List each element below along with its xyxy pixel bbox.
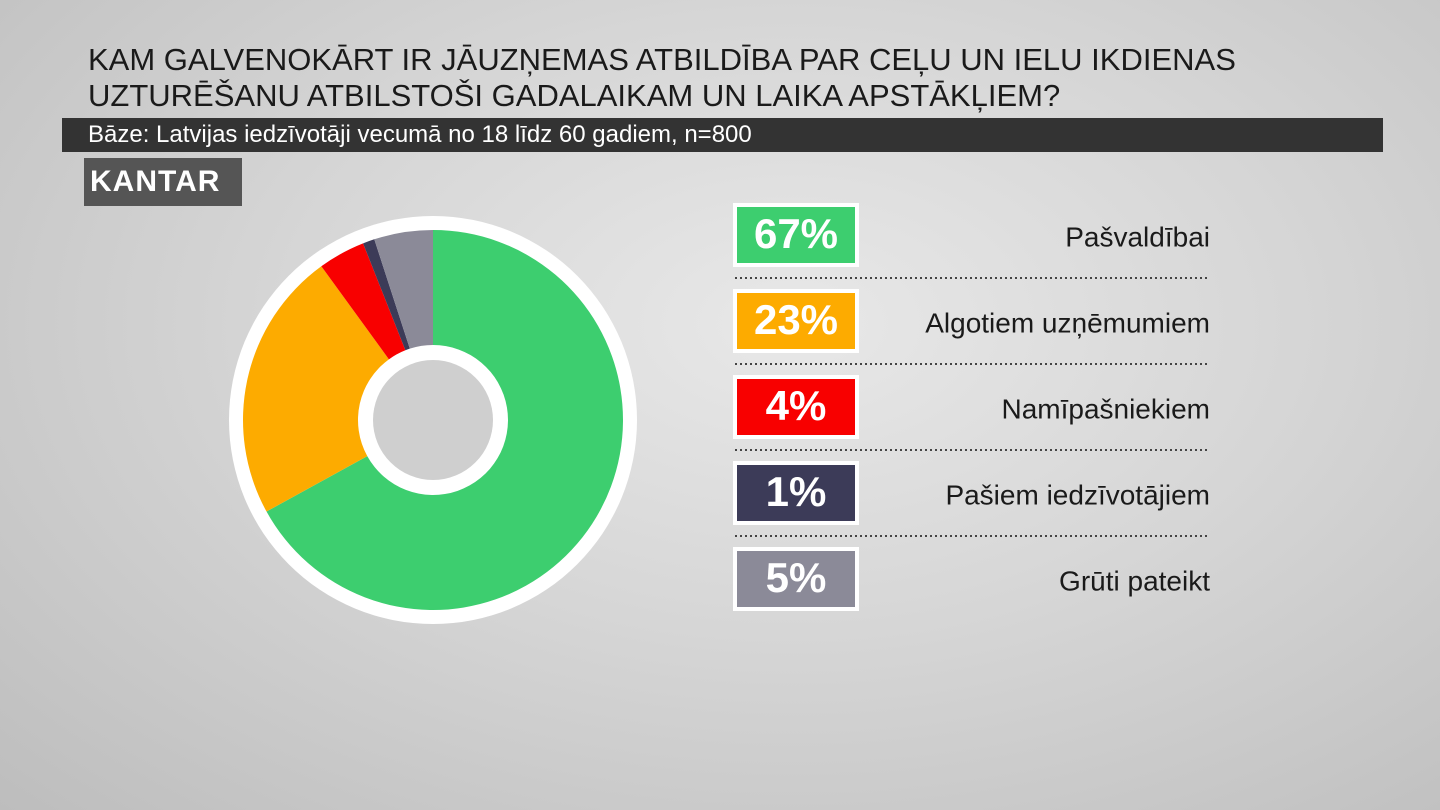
legend-box (733, 289, 859, 353)
pie-slice (374, 230, 433, 349)
legend-label: Pašvaldībai (1065, 221, 1210, 252)
value-label: 5% (766, 554, 827, 601)
donut-hole (373, 360, 493, 480)
legend-label: Namīpašniekiem (1001, 393, 1210, 424)
legend-box (733, 461, 859, 525)
chart-subtitle: Bāze: Latvijas iedzīvotāji vecumā no 18 … (62, 118, 1383, 152)
pie-slice (243, 266, 389, 512)
value-label: 1% (766, 468, 827, 515)
legend-label: Algotiem uzņēmumiem (925, 307, 1210, 338)
value-label: 23% (754, 296, 838, 343)
pie-slice (321, 243, 406, 360)
legend-label: Pašiem iedzīvotājiem (945, 479, 1210, 510)
legend-box (733, 375, 859, 439)
chart-title: KAM GALVENOKĀRT IR JĀUZŅEMAS ATBILDĪBA P… (88, 42, 1236, 113)
legend-box (733, 203, 859, 267)
value-label: 4% (766, 382, 827, 429)
legend-box (733, 547, 859, 611)
pie-slice (266, 230, 623, 610)
value-label: 67% (754, 210, 838, 257)
brand-logo: KANTAR (84, 158, 242, 206)
legend-label: Grūti pateikt (1059, 565, 1210, 596)
pie-slice (363, 239, 410, 351)
